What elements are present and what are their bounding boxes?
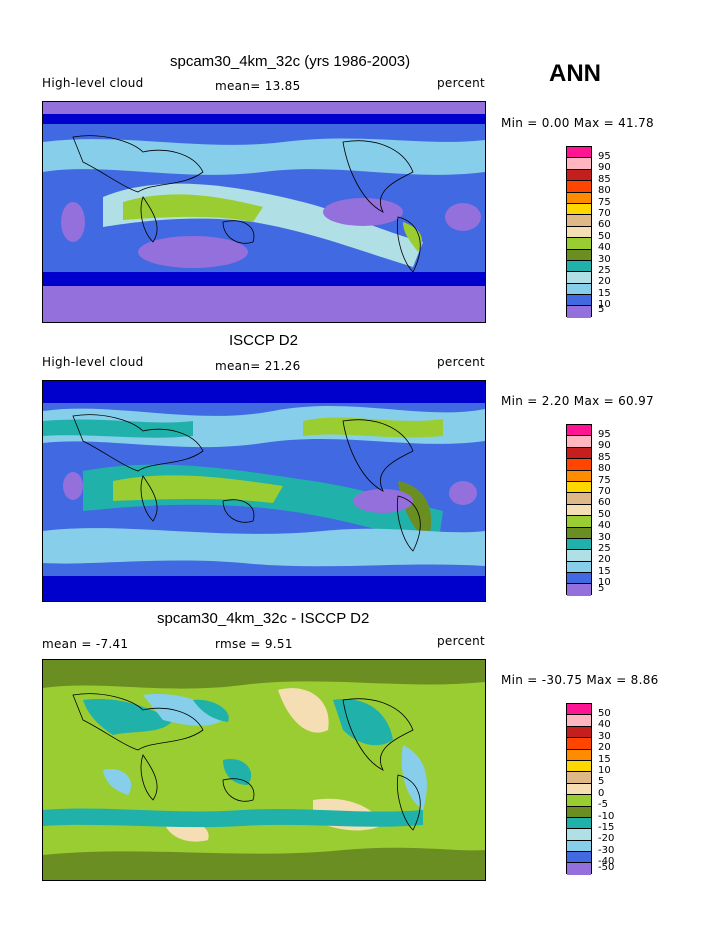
panel-1-colorbar-label: 50 (598, 231, 611, 242)
panel-2-colorbar-label: 85 (598, 452, 611, 463)
panel-1-minmax: Min = 0.00 Max = 41.78 (501, 116, 654, 130)
panel-1-contour-field (43, 102, 485, 322)
panel-1-units-label: percent (437, 76, 486, 90)
panel-3-colorbar-label: -40 (598, 856, 615, 867)
panel-1-colorbar (566, 146, 592, 318)
panel-3-colorbar-label: -20 (598, 833, 615, 844)
panel-2-colorbar-label: 60 (598, 497, 611, 508)
panel-3-colorbar-label: 0 (598, 788, 605, 799)
panel-2-variable-label: High-level cloud (42, 355, 144, 369)
panel-2-colorbar-label: 70 (598, 486, 611, 497)
season-label: ANN (549, 60, 601, 87)
panel-3-colorbar-label: 5 (598, 776, 605, 787)
panel-2-colorbar-label: 20 (598, 554, 611, 565)
panel-1-colorbar-label: 10 (598, 299, 611, 310)
panel-3-colorbar-label: -15 (598, 822, 615, 833)
panel-3-contour-field (43, 660, 485, 880)
panel-2-colorbar-label: 75 (598, 475, 611, 486)
panel-2-minmax: Min = 2.20 Max = 60.97 (501, 394, 654, 408)
panel-1-colorbar-label: 5 (598, 304, 605, 315)
panel-3-colorbar-label: 40 (598, 719, 611, 730)
panel-3-rmse-label: rmse = 9.51 (215, 637, 293, 651)
panel-3-minmax: Min = -30.75 Max = 8.86 (501, 673, 659, 687)
panel-1-colorbar-label: 40 (598, 242, 611, 253)
panel-2-colorbar-label: 95 (598, 429, 611, 440)
panel-1-variable-label: High-level cloud (42, 76, 144, 90)
panel-1-colorbar-label: 95 (598, 151, 611, 162)
panel-3-colorbar-label: -5 (598, 799, 608, 810)
panel-1-colorbar-label: 25 (598, 265, 611, 276)
panel-3-colorbar-label: 50 (598, 708, 611, 719)
panel-3-mean-label: mean = -7.41 (42, 637, 129, 651)
panel-3-colorbar-label: 15 (598, 754, 611, 765)
panel-2-map (42, 380, 486, 602)
panel-3-title: spcam30_4km_32c - ISCCP D2 (157, 610, 370, 627)
panel-2-colorbar-label: 80 (598, 463, 611, 474)
panel-2-contour-field (43, 381, 485, 601)
panel-3-colorbar-label: -10 (598, 811, 615, 822)
panel-3-colorbar-label: 30 (598, 731, 611, 742)
panel-1-colorbar-label: 70 (598, 208, 611, 219)
panel-1-colorbar-label: 20 (598, 276, 611, 287)
panel-2-colorbar (566, 424, 592, 596)
panel-3-map (42, 659, 486, 881)
panel-1-colorbar-label: 15 (598, 288, 611, 299)
panel-2-colorbar-label: 15 (598, 566, 611, 577)
panel-1-title: spcam30_4km_32c (yrs 1986-2003) (170, 53, 411, 70)
panel-1-map (42, 101, 486, 323)
panel-3-colorbar-label: 20 (598, 742, 611, 753)
panel-2-colorbar-label: 5 (598, 583, 605, 594)
panel-2-mean-label: mean= 21.26 (215, 359, 301, 373)
panel-1-colorbar-label: 75 (598, 197, 611, 208)
panel-1-mean-label: mean= 13.85 (215, 79, 301, 93)
panel-3-colorbar (566, 703, 592, 875)
panel-3-colorbar-label: -30 (598, 845, 615, 856)
panel-2-colorbar-label: 30 (598, 532, 611, 543)
panel-2-colorbar-label: 10 (598, 577, 611, 588)
panel-2-colorbar-label: 25 (598, 543, 611, 554)
panel-3-colorbar-label: 10 (598, 765, 611, 776)
panel-2-colorbar-label: 90 (598, 440, 611, 451)
panel-2-colorbar-label: 50 (598, 509, 611, 520)
panel-1-colorbar-label: 80 (598, 185, 611, 196)
panel-3-colorbar-label: -50 (598, 862, 615, 873)
panel-2-colorbar-label: 40 (598, 520, 611, 531)
panel-1-colorbar-label: 60 (598, 219, 611, 230)
panel-3-units-label: percent (437, 634, 486, 648)
panel-2-units-label: percent (437, 355, 486, 369)
panel-1-colorbar-label: 30 (598, 254, 611, 265)
panel-1-colorbar-label: 85 (598, 174, 611, 185)
panel-2-title: ISCCP D2 (229, 332, 298, 349)
panel-1-colorbar-label: 90 (598, 162, 611, 173)
